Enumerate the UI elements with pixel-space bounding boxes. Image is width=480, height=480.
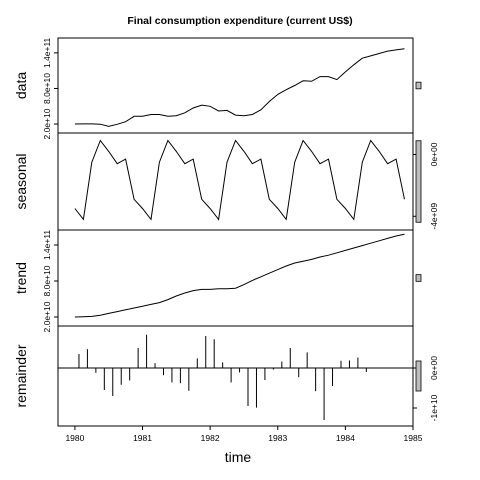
data-y-tick-label: 2.0e+10 <box>42 108 52 139</box>
remainder-axis-label: remainder <box>13 344 29 407</box>
x-tick-label: 1980 <box>65 433 84 443</box>
panels: data 2.0e+10 8.0e+10 1.4e+11 seasonal -4e+09 0… <box>13 37 439 443</box>
panel-remainder: remainder -1e+10 0e+00 1980 1981 1982 1983 1984… <box>13 325 439 443</box>
trend-y-tick-label: 8.0e+10 <box>42 265 52 296</box>
remainder-y-tick-label: 0e+00 <box>429 356 439 380</box>
data-y-tick-label: 1.4e+11 <box>42 37 52 68</box>
remainder-scale-bar <box>415 360 422 392</box>
chart-title: Final consumption expenditure (current U… <box>127 15 352 27</box>
seasonal-y-tick-label: 0e+00 <box>429 142 439 166</box>
data-series-line <box>74 48 405 127</box>
x-axis-label: time <box>225 449 252 465</box>
panel-seasonal: seasonal -4e+09 0e+00 <box>13 132 439 231</box>
x-tick-label: 1982 <box>201 433 220 443</box>
data-y-tick-label: 8.0e+10 <box>42 73 52 104</box>
x-tick-label: 1984 <box>336 433 355 443</box>
panel-data: data 2.0e+10 8.0e+10 1.4e+11 <box>13 37 422 140</box>
trend-series-line <box>74 233 405 318</box>
trend-frame <box>57 229 414 327</box>
data-frame <box>57 37 414 134</box>
trend-scale-bar <box>415 274 422 282</box>
remainder-frame <box>57 325 414 427</box>
trend-y-tick-label: 1.4e+11 <box>42 230 52 261</box>
x-tick-label: 1981 <box>133 433 152 443</box>
seasonal-scale-bar <box>415 140 422 223</box>
trend-y-tick-label: 2.0e+10 <box>42 301 52 332</box>
x-tick-label: 1983 <box>268 433 287 443</box>
seasonal-series-line <box>74 139 405 221</box>
data-axis-label: data <box>13 72 29 99</box>
seasonal-y-tick-label: -4e+09 <box>429 203 439 230</box>
trend-axis-label: trend <box>13 262 29 294</box>
seasonal-axis-label: seasonal <box>13 153 29 209</box>
remainder-y-tick-label: -1e+10 <box>429 394 439 421</box>
x-tick-label: 1985 <box>404 433 423 443</box>
data-scale-bar <box>415 81 422 90</box>
panel-trend: trend 2.0e+10 8.0e+10 1.4e+11 <box>13 229 422 332</box>
